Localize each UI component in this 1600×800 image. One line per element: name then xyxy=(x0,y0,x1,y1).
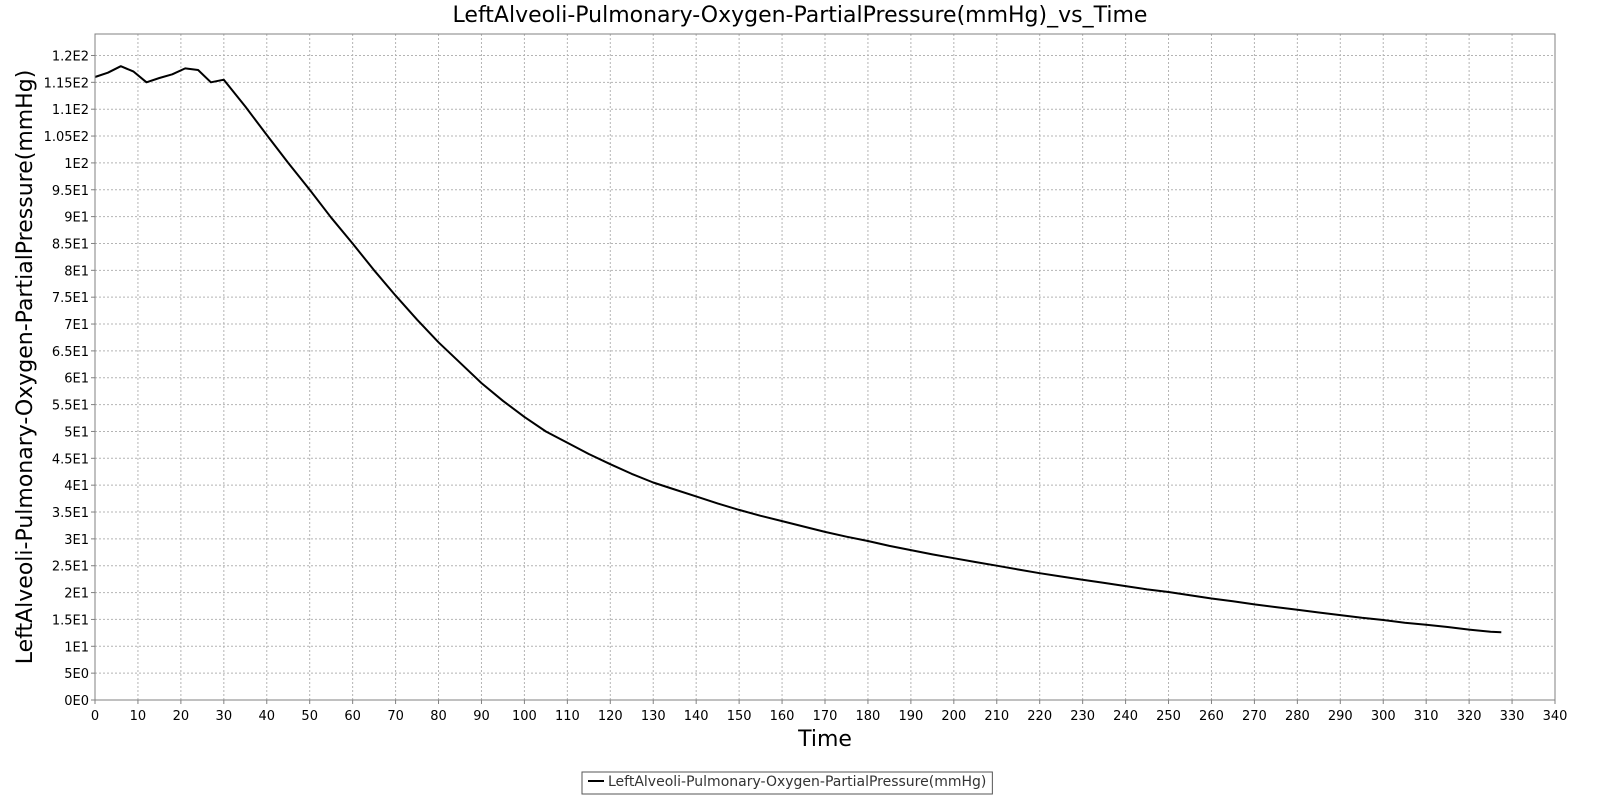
y-tick-label: 5E0 xyxy=(64,667,89,682)
y-tick-label: 9.5E1 xyxy=(52,184,89,199)
x-tick-label: 80 xyxy=(430,709,447,724)
x-tick-label: 220 xyxy=(1027,709,1052,724)
x-tick-label: 140 xyxy=(684,709,709,724)
y-tick-label: 1.5E1 xyxy=(52,613,89,628)
x-tick-label: 170 xyxy=(813,709,838,724)
y-tick-label: 2E1 xyxy=(64,587,89,602)
x-tick-label: 180 xyxy=(856,709,881,724)
y-tick-label: 1.1E2 xyxy=(52,103,89,118)
x-tick-label: 50 xyxy=(301,709,318,724)
y-axis-title: LeftAlveoli-Pulmonary-Oxygen-PartialPres… xyxy=(13,70,38,665)
y-tick-label: 4.5E1 xyxy=(52,452,89,467)
x-tick-label: 70 xyxy=(387,709,404,724)
plot-area xyxy=(94,33,1556,701)
y-tick-label: 1.15E2 xyxy=(44,76,89,91)
x-tick-label: 270 xyxy=(1242,709,1267,724)
x-tick-label: 160 xyxy=(770,709,795,724)
x-tick-label: 100 xyxy=(512,709,537,724)
series-layer xyxy=(94,65,1502,634)
x-tick-label: 130 xyxy=(641,709,666,724)
y-tick-label: 3E1 xyxy=(64,533,89,548)
x-tick-label: 260 xyxy=(1199,709,1224,724)
y-tick-label: 0E0 xyxy=(64,694,89,709)
x-tick-label: 90 xyxy=(473,709,490,724)
y-tick-label: 1E2 xyxy=(64,157,89,172)
x-tick-label: 0 xyxy=(91,709,99,724)
x-tick-label: 320 xyxy=(1457,709,1482,724)
y-tick-label: 5E1 xyxy=(64,425,89,440)
y-axis: 0E0 5E0 1E1 1.5E1 2E1 2.5E1 3E1 3.5E1 4E1 4.5E1 5E… xyxy=(44,49,95,709)
legend-box xyxy=(581,771,993,795)
legend-label: LeftAlveoli-Pulmonary-Oxygen-PartialPres… xyxy=(608,774,986,790)
y-tick-label: 1.2E2 xyxy=(52,49,89,64)
x-tick-label: 40 xyxy=(258,709,275,724)
legend: LeftAlveoli-Pulmonary-Oxygen-PartialPres… xyxy=(581,771,993,795)
x-tick-label: 240 xyxy=(1113,709,1138,724)
chart-title: LeftAlveoli-Pulmonary-Oxygen-PartialPres… xyxy=(453,3,1148,28)
y-tick-label: 1.05E2 xyxy=(44,130,89,145)
y-tick-label: 9E1 xyxy=(64,211,89,226)
x-tick-label: 10 xyxy=(130,709,147,724)
y-tick-label: 8E1 xyxy=(64,264,89,279)
x-tick-label: 30 xyxy=(216,709,233,724)
x-tick-label: 230 xyxy=(1070,709,1095,724)
x-axis: 0 10 20 30 40 50 60 70 80 90 100 110 120 130 140 150 160… xyxy=(91,700,1568,724)
y-tick-label: 6E1 xyxy=(64,372,89,387)
series-line xyxy=(94,65,1502,634)
x-tick-label: 310 xyxy=(1414,709,1439,724)
x-tick-label: 200 xyxy=(941,709,966,724)
x-tick-label: 280 xyxy=(1285,709,1310,724)
y-tick-label: 7.5E1 xyxy=(52,291,89,306)
x-tick-label: 340 xyxy=(1543,709,1568,724)
x-tick-label: 110 xyxy=(555,709,580,724)
x-tick-label: 190 xyxy=(898,709,923,724)
x-tick-label: 330 xyxy=(1500,709,1525,724)
x-tick-label: 250 xyxy=(1156,709,1181,724)
x-tick-label: 60 xyxy=(344,709,361,724)
y-tick-label: 1E1 xyxy=(64,640,89,655)
x-tick-label: 20 xyxy=(173,709,190,724)
y-tick-label: 6.5E1 xyxy=(52,345,89,360)
y-tick-label: 2.5E1 xyxy=(52,560,89,575)
y-tick-label: 8.5E1 xyxy=(52,237,89,252)
x-tick-label: 300 xyxy=(1371,709,1396,724)
y-tick-label: 4E1 xyxy=(64,479,89,494)
x-tick-label: 290 xyxy=(1328,709,1353,724)
x-tick-label: 120 xyxy=(598,709,623,724)
y-tick-label: 3.5E1 xyxy=(52,506,89,521)
y-tick-label: 7E1 xyxy=(64,318,89,333)
x-axis-title: Time xyxy=(797,727,852,752)
x-tick-label: 210 xyxy=(984,709,1009,724)
x-tick-label: 150 xyxy=(727,709,752,724)
y-tick-label: 5.5E1 xyxy=(52,399,89,414)
